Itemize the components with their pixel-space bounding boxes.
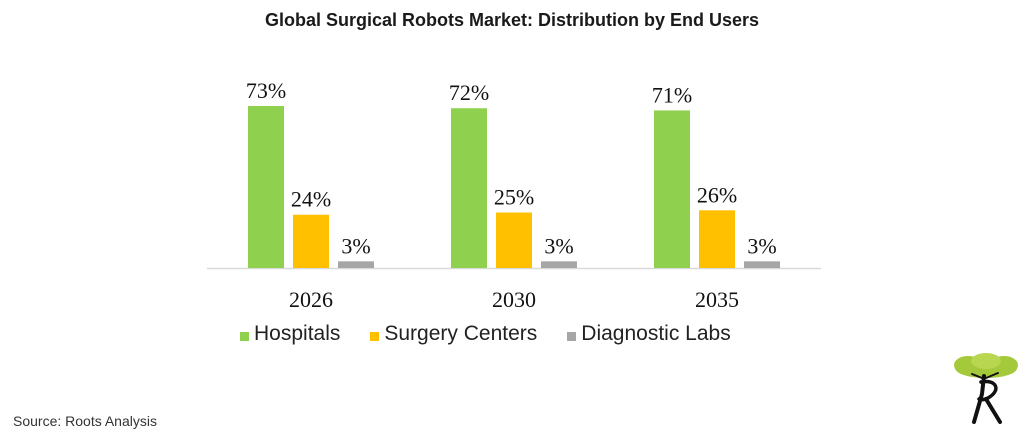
bar-diagnostic-labs-2030 [541, 261, 577, 268]
bar-diagnostic-labs-2035 [744, 261, 780, 268]
legend-swatch-diagnostic-labs [567, 331, 577, 341]
chart-plot-area: 73% 24% 3% 2026 72% 25% 3% 2030 71% 26% 3% 2035 [207, 78, 821, 312]
bar-hospitals-2026 [248, 106, 284, 268]
data-label-hospitals-2026: 73% [246, 78, 286, 103]
legend-item-hospitals: Hospitals [240, 322, 340, 346]
legend-swatch-hospitals [240, 331, 249, 341]
bar-surgery-centers-2026 [293, 214, 329, 268]
tree-canopy-icon [954, 353, 1018, 378]
legend-item-surgery-centers: Surgery Centers [370, 322, 537, 346]
x-tick-label-2035: 2035 [695, 287, 739, 312]
data-label-hospitals-2035: 71% [652, 82, 692, 107]
data-label-hospitals-2030: 72% [449, 80, 489, 105]
bar-hospitals-2035 [654, 110, 690, 268]
roots-analysis-logo [954, 353, 1018, 424]
bar-diagnostic-labs-2026 [338, 261, 374, 268]
data-label-diagnostic-labs-2035: 3% [747, 233, 776, 258]
legend-label-hospitals: Hospitals [254, 322, 341, 345]
x-tick-label-2030: 2030 [492, 287, 536, 312]
legend-label-surgery-centers: Surgery Centers [384, 322, 538, 345]
data-label-surgery-centers-2030: 25% [494, 185, 534, 210]
x-tick-label-2026: 2026 [289, 287, 333, 312]
source-note: Source: Roots Analysis [13, 413, 157, 429]
chart-legend: Hospitals Surgery Centers Diagnostic Lab… [240, 319, 731, 349]
legend-swatch-surgery-centers [370, 331, 380, 341]
data-label-diagnostic-labs-2030: 3% [544, 233, 573, 258]
data-label-surgery-centers-2026: 24% [291, 187, 331, 212]
logo-r-mark-icon [971, 372, 1002, 424]
chart-title: Global Surgical Robots Market: Distribut… [264, 10, 760, 30]
legend-item-diagnostic-labs: Diagnostic Labs [567, 322, 731, 346]
bar-hospitals-2030 [451, 108, 487, 268]
legend-label-diagnostic-labs: Diagnostic Labs [581, 322, 731, 345]
bar-surgery-centers-2030 [496, 212, 532, 268]
data-label-surgery-centers-2035: 26% [697, 182, 737, 207]
bar-surgery-centers-2035 [699, 210, 735, 268]
data-label-diagnostic-labs-2026: 3% [341, 233, 370, 258]
